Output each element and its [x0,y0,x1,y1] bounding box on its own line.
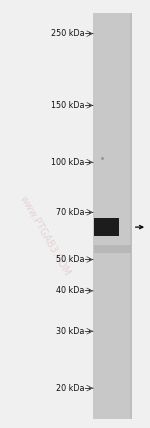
Text: 250 kDa→: 250 kDa→ [51,29,92,38]
Bar [130,13,132,419]
Text: 70 kDa→: 70 kDa→ [56,208,92,217]
Text: 50 kDa→: 50 kDa→ [56,255,92,264]
Text: 40 kDa→: 40 kDa→ [56,286,92,295]
Text: www.PTGAB3.COM: www.PTGAB3.COM [18,193,72,277]
Text: 150 kDa→: 150 kDa→ [51,101,92,110]
Bar [94,245,131,253]
Text: 30 kDa→: 30 kDa→ [56,327,92,336]
Bar [93,13,132,419]
Text: 100 kDa→: 100 kDa→ [51,158,92,167]
Bar [94,218,119,236]
Text: 20 kDa→: 20 kDa→ [56,383,92,392]
